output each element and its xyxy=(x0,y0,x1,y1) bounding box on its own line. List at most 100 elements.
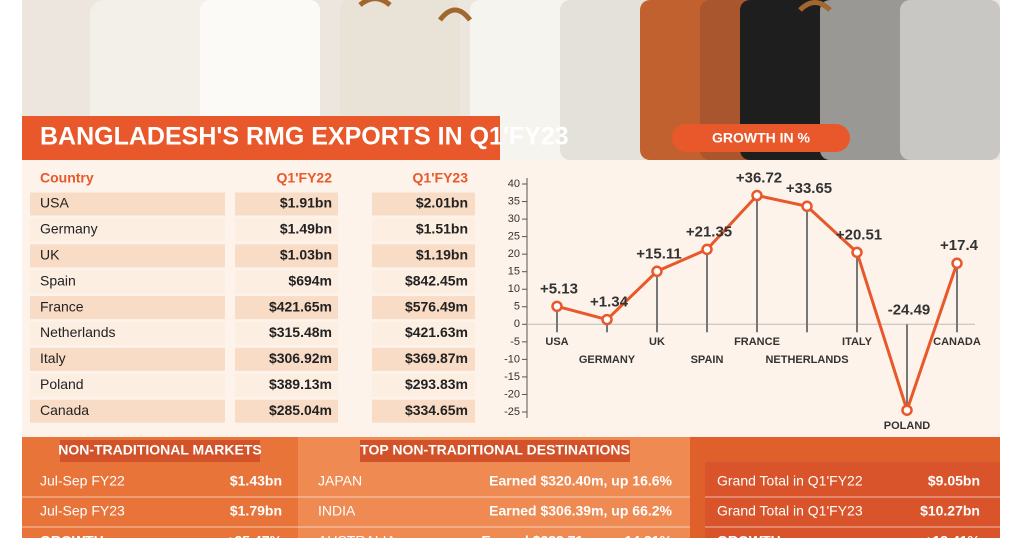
cell: $285.04m xyxy=(269,402,332,418)
row-value: $1.79bn xyxy=(230,503,282,519)
x-label: USA xyxy=(545,336,568,348)
cell: $293.83m xyxy=(405,376,468,392)
cell-bg xyxy=(235,192,338,216)
cell-bg xyxy=(372,270,475,294)
value-label: +1.34 xyxy=(590,294,629,311)
cell-bg xyxy=(30,296,225,320)
cell: USA xyxy=(40,195,69,211)
row-label: AUSTRALIA xyxy=(318,533,396,538)
y-tick-label: 30 xyxy=(508,213,520,225)
row-label: Jul-Sep FY23 xyxy=(40,503,125,519)
x-label: GERMANY xyxy=(579,354,636,366)
cell: France xyxy=(40,298,84,314)
row-value: +13.41% xyxy=(924,533,980,538)
point xyxy=(751,189,763,202)
y-tick-label: 0 xyxy=(514,318,520,330)
garment xyxy=(740,0,840,160)
y-tick-label: 10 xyxy=(508,283,520,295)
y-tick-label: -10 xyxy=(504,353,520,365)
margin xyxy=(1000,0,1024,538)
cell-bg xyxy=(372,347,475,371)
cell: Canada xyxy=(40,402,89,418)
cell: $1.51bn xyxy=(416,221,468,237)
cell: $315.48m xyxy=(269,324,332,340)
cell-bg xyxy=(372,192,475,216)
y-tick-label: 40 xyxy=(508,178,520,190)
destinations-header xyxy=(360,440,630,462)
point xyxy=(551,300,563,313)
cell-bg xyxy=(235,296,338,320)
value-label: +36.72 xyxy=(736,169,782,186)
hanger xyxy=(358,0,832,22)
x-label: NETHERLANDS xyxy=(765,354,848,366)
markets-title: NON-TRADITIONAL MARKETS xyxy=(58,442,262,458)
totals-box xyxy=(705,462,1000,538)
cell: $1.19bn xyxy=(416,247,468,263)
row-label: GROWTH xyxy=(717,533,781,538)
column-header: Q1'FY22 xyxy=(277,170,333,186)
row-label: Jul-Sep FY22 xyxy=(40,473,125,489)
row-value: $9.05bn xyxy=(928,473,980,489)
cell: $306.92m xyxy=(269,350,332,366)
cell: $421.63m xyxy=(405,324,468,340)
garment xyxy=(900,0,1000,160)
row-label: Grand Total in Q1'FY22 xyxy=(717,473,863,489)
point xyxy=(601,313,613,326)
y-tick-label: 15 xyxy=(508,266,520,278)
cell-bg xyxy=(235,399,338,423)
cell-bg xyxy=(30,244,225,268)
cell: Spain xyxy=(40,272,76,288)
cell: $1.91bn xyxy=(280,195,332,211)
column-header: Q1'FY23 xyxy=(413,170,469,186)
cell-bg xyxy=(235,218,338,242)
cell: $369.87m xyxy=(405,350,468,366)
column-header: Country xyxy=(40,170,94,186)
value-label: -24.49 xyxy=(888,301,931,318)
cell: $1.49bn xyxy=(280,221,332,237)
cell: $1.03bn xyxy=(280,247,332,263)
cell-bg xyxy=(30,399,225,423)
point xyxy=(851,246,863,259)
cell: $389.13m xyxy=(269,376,332,392)
y-tick-label: -15 xyxy=(504,371,520,383)
cell: $421.65m xyxy=(269,298,332,314)
cell-bg xyxy=(30,373,225,397)
row-label: GROWTH xyxy=(40,533,104,538)
cell-bg xyxy=(372,399,475,423)
cell: $694m xyxy=(288,272,332,288)
cell-bg xyxy=(372,296,475,320)
value-label: +33.65 xyxy=(786,180,832,197)
row-label: JAPAN xyxy=(318,473,362,489)
point xyxy=(901,404,913,416)
cell: $2.01bn xyxy=(416,195,468,211)
value-label: +17.4 xyxy=(940,237,979,254)
y-tick-label: 35 xyxy=(508,195,520,207)
x-label: UK xyxy=(649,336,665,348)
cell: Germany xyxy=(40,221,98,237)
cell-bg xyxy=(235,347,338,371)
value-label: +15.11 xyxy=(636,245,681,262)
cell-bg xyxy=(235,373,338,397)
y-tick-label: -5 xyxy=(510,336,520,348)
cell-bg xyxy=(235,244,338,268)
cell-bg xyxy=(30,192,225,216)
row-label: Grand Total in Q1'FY23 xyxy=(717,503,863,519)
cell: Netherlands xyxy=(40,324,116,340)
value-label: +20.51 xyxy=(836,226,882,243)
y-tick-label: 25 xyxy=(508,231,520,243)
cell: Italy xyxy=(40,350,66,366)
cell-bg xyxy=(30,347,225,371)
y-tick-label: 20 xyxy=(508,248,520,260)
cell-bg xyxy=(30,322,225,345)
row-value: Earned $320.40m, up 16.6% xyxy=(489,473,672,489)
row-label: INDIA xyxy=(318,503,356,519)
value-label: +21.35 xyxy=(686,223,732,240)
chart-title: GROWTH IN % xyxy=(712,130,811,146)
x-label: SPAIN xyxy=(691,354,724,366)
cell-bg xyxy=(30,218,225,242)
y-tick-label: -25 xyxy=(504,406,520,418)
cell-bg xyxy=(235,270,338,294)
point xyxy=(701,243,713,256)
